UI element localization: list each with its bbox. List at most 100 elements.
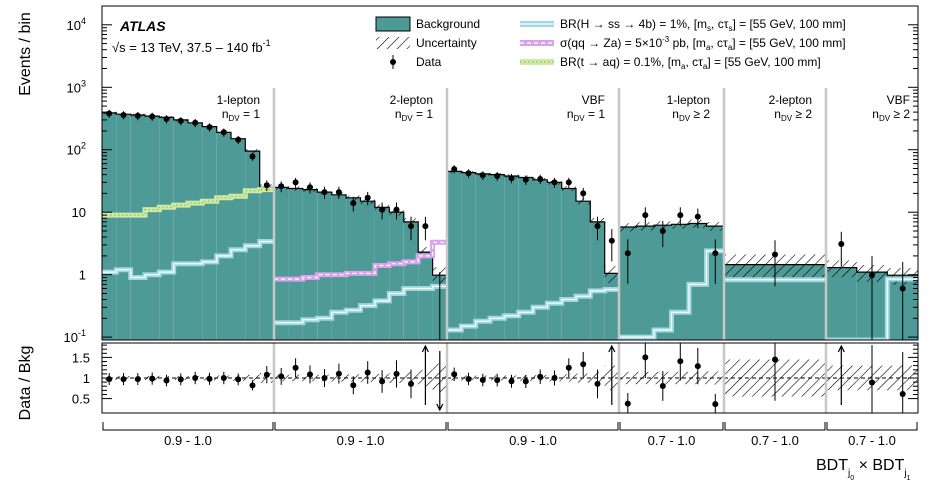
ratio-point: [350, 382, 357, 389]
region-label: VBF: [887, 93, 910, 107]
data-point: [772, 251, 778, 258]
data-point: [307, 184, 313, 191]
data-point: [364, 194, 371, 201]
ratio-point: [551, 375, 558, 381]
background-bar: [130, 115, 145, 340]
legend-label-part: -3: [662, 35, 670, 44]
ratio-tick-label: 1: [83, 371, 90, 386]
ratio-point: [580, 361, 587, 368]
background-outline: [102, 112, 274, 188]
data-point: [335, 189, 342, 196]
ratio-point: [565, 364, 572, 371]
data-point: [451, 166, 458, 173]
signal-za-line: [274, 241, 447, 280]
data-point: [508, 175, 515, 182]
region-multiplicity: nDV ≥ 2: [872, 107, 910, 123]
signal-ss-line: [619, 250, 724, 338]
data-point: [677, 212, 684, 219]
data-point: [379, 206, 386, 213]
ratio-arrow-down: [436, 351, 444, 412]
data-point: [106, 110, 113, 117]
ratio-arrow-up: [837, 344, 845, 405]
data-point: [869, 272, 875, 279]
background-bar: [403, 221, 419, 340]
ratio-tick-label: 1.5: [72, 350, 90, 365]
data-point: [522, 176, 529, 183]
ratio-ticks: 1.5 1 0.5: [72, 344, 918, 407]
ratio-uncertainty-band: [706, 371, 724, 385]
legend: Background Uncertainty Data BR(H → ss → 4b)…: [375, 16, 846, 71]
background-bar: [317, 192, 332, 340]
region-n-rest: = 1: [413, 107, 434, 121]
data-point: [608, 237, 615, 244]
region-label: VBF: [582, 93, 605, 107]
ratio-point: [465, 376, 472, 382]
ratio-point: [120, 376, 127, 383]
data-point: [235, 136, 242, 143]
category-label: 0.9 - 1.0: [509, 433, 557, 448]
signal-taq-line: [102, 189, 274, 216]
legend-label-part: , cτ: [710, 36, 728, 50]
background-bar: [475, 173, 490, 340]
data-point: [350, 200, 357, 207]
x-axis-title-subsub1: 1: [907, 475, 911, 482]
background-bar: [671, 224, 689, 340]
data-point: [624, 250, 631, 257]
region-n: n: [567, 107, 574, 121]
data-point: [177, 117, 184, 124]
region-n-rest: ≥ 2: [792, 107, 812, 121]
ratio-point: [307, 371, 313, 378]
ratio-point: [263, 371, 270, 378]
ratio-point: [321, 375, 328, 381]
signal-ss-line: [274, 285, 447, 324]
x-axis-title-subsub0: 0: [850, 475, 854, 482]
region-multiplicity: nDV ≥ 2: [672, 107, 710, 123]
ratio-point: [206, 375, 213, 382]
background-bar: [116, 114, 131, 340]
background-bar: [374, 207, 390, 340]
data-point: [659, 228, 666, 234]
data-point: [278, 183, 285, 190]
ratio-point: [659, 383, 666, 389]
data-point: [899, 285, 906, 292]
ratio-point: [869, 379, 875, 386]
background-bar: [590, 221, 605, 340]
category-bracket: [274, 422, 447, 431]
region-label: 2-lepton: [769, 93, 812, 107]
ratio-point: [642, 354, 649, 361]
ratio-point: [451, 371, 458, 378]
subtitle-sup: -1: [263, 38, 271, 48]
data-point: [465, 170, 472, 177]
data-point: [642, 212, 649, 219]
ratio-point: [177, 376, 184, 383]
legend-label-ss: BR(H → ss → 4b) = 1%, [ms, cτs] = [55 Ge…: [560, 17, 846, 33]
ratio-point: [249, 382, 256, 389]
ratio-point: [106, 376, 113, 383]
legend-label-part: a: [728, 43, 733, 52]
data-point: [393, 206, 400, 213]
region-n-sub: DV: [402, 114, 414, 123]
category-label: 0.9 - 1.0: [337, 433, 385, 448]
main-data-layer: [106, 109, 906, 340]
background-bar: [636, 226, 654, 340]
y-tick-label: 104: [67, 16, 86, 33]
region-n-sub: DV: [229, 114, 241, 123]
background-outline: [274, 186, 447, 276]
y-axis-title: Events / bin: [17, 12, 34, 96]
ratio-data-layer: [106, 343, 906, 413]
background-bar: [173, 119, 188, 340]
category-bracket: [102, 422, 274, 431]
background-bar: [274, 187, 289, 340]
legend-label-za: σ(qq → Za) = 5×10-3 pb, [ma, cτa] = [55 …: [560, 35, 846, 52]
background-bar: [288, 188, 303, 340]
y-tick-exp: 4: [81, 16, 86, 26]
data-point: [292, 179, 299, 186]
ratio-point: [149, 375, 156, 382]
ratio-separator-layer: [272, 343, 828, 413]
region-multiplicity: nDV ≥ 2: [774, 107, 812, 123]
data-point: [120, 112, 127, 118]
ratio-point: [899, 391, 906, 397]
ratio-point: [772, 356, 778, 363]
background-outline: [619, 222, 724, 228]
background-bar: [145, 116, 160, 340]
